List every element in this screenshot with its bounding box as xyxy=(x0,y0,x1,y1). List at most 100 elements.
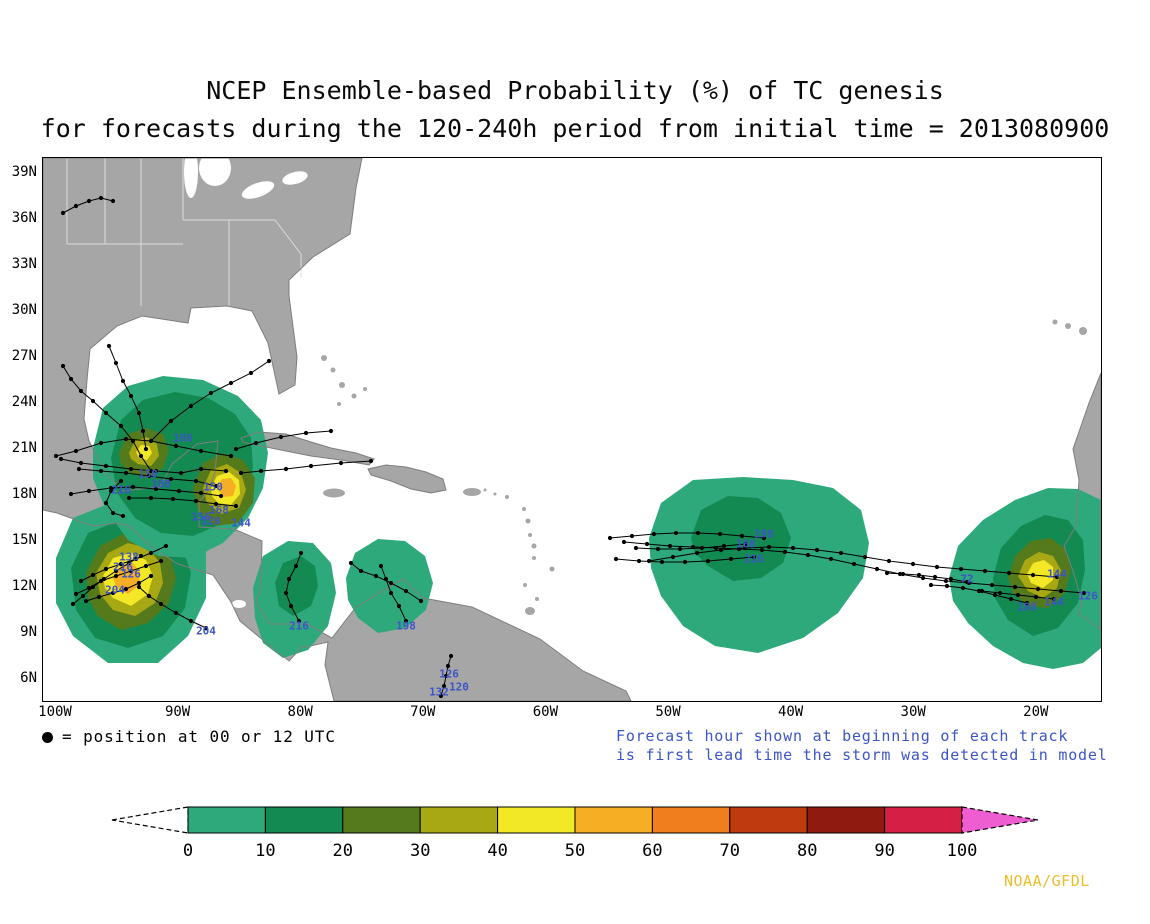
storm-position-dot xyxy=(81,594,85,598)
storm-position-dot xyxy=(114,574,118,578)
colorbar-segment-30-40 xyxy=(420,807,497,833)
storm-position-dot xyxy=(137,585,141,589)
storm-position-dot xyxy=(189,404,193,408)
lon-label-70W: 70W xyxy=(410,704,435,720)
colorbar-tick-90: 90 xyxy=(874,841,894,861)
storm-position-dot xyxy=(917,573,921,577)
storm-position-dot xyxy=(622,540,626,544)
storm-position-dot xyxy=(159,602,163,606)
storm-position-dot xyxy=(74,449,78,453)
colorbar-tick-100: 100 xyxy=(947,841,978,861)
map-plot-area: 1861501802161501681561201441382161262042… xyxy=(42,157,1102,702)
storm-position-dot xyxy=(114,361,118,365)
storm-position-dot xyxy=(259,469,263,473)
storm-position-dot xyxy=(54,454,58,458)
colorbar-tick-10: 10 xyxy=(255,841,275,861)
lat-label-36N: 36N xyxy=(0,210,37,226)
storm-position-dot xyxy=(141,429,145,433)
lat-label-6N: 6N xyxy=(0,670,37,686)
storm-position-dot xyxy=(87,199,91,203)
colorbar-tick-40: 40 xyxy=(487,841,507,861)
storm-position-dot xyxy=(104,501,108,505)
storm-position-dot xyxy=(329,429,333,433)
storm-position-dot xyxy=(149,574,153,578)
storm-position-dot xyxy=(299,551,303,555)
storm-position-dot xyxy=(875,567,879,571)
storm-position-dot xyxy=(139,454,143,458)
lat-label-33N: 33N xyxy=(0,256,37,272)
lat-label-39N: 39N xyxy=(0,164,37,180)
storm-position-dot xyxy=(91,399,95,403)
storm-position-dot xyxy=(668,544,672,548)
storm-position-dot xyxy=(121,514,125,518)
storm-position-dot xyxy=(678,547,682,551)
colorbar-segment-0-10 xyxy=(188,807,265,833)
land-jamaica xyxy=(323,489,345,498)
storm-position-dot xyxy=(379,564,383,568)
storm-position-dot xyxy=(1059,589,1063,593)
storm-position-dot xyxy=(1082,591,1086,595)
storm-position-dot xyxy=(137,411,141,415)
storm-position-dot xyxy=(674,531,678,535)
lat-label-9N: 9N xyxy=(0,624,37,640)
storm-position-dot xyxy=(1013,585,1017,589)
storm-position-dot xyxy=(762,536,766,540)
storm-position-dot xyxy=(1055,575,1059,579)
storm-position-dot xyxy=(69,492,73,496)
storm-position-dot xyxy=(131,439,135,443)
lon-label-50W: 50W xyxy=(655,704,680,720)
storm-position-dot xyxy=(119,424,123,428)
colorbar-tick-80: 80 xyxy=(797,841,817,861)
storm-position-dot xyxy=(990,583,994,587)
storm-position-dot xyxy=(700,546,704,550)
storm-position-dot xyxy=(683,560,687,564)
colorbar-tick-30: 30 xyxy=(410,841,430,861)
lon-label-90W: 90W xyxy=(165,704,190,720)
storm-position-dot xyxy=(921,576,925,580)
storm-position-dot xyxy=(806,553,810,557)
colorbar-segment-10-20 xyxy=(265,807,342,833)
storm-position-dot xyxy=(419,599,423,603)
storm-position-dot xyxy=(109,489,113,493)
storm-position-dot xyxy=(199,449,203,453)
tc-genesis-forecast-chart: NCEP Ensemble-based Probability (%) of T… xyxy=(0,0,1150,924)
storm-position-dot xyxy=(99,196,103,200)
storm-position-dot xyxy=(119,562,123,566)
lat-label-27N: 27N xyxy=(0,348,37,364)
position-legend-text: = position at 00 or 12 UTC xyxy=(62,727,336,746)
storm-position-dot xyxy=(234,504,238,508)
storm-position-dot xyxy=(144,564,148,568)
map-canvas xyxy=(43,158,1101,701)
lat-label-30N: 30N xyxy=(0,302,37,318)
storm-position-dot xyxy=(124,471,128,475)
storm-position-dot xyxy=(229,381,233,385)
storm-position-dot xyxy=(79,461,83,465)
storm-position-dot xyxy=(608,536,612,540)
storm-position-dot xyxy=(147,474,151,478)
storm-position-dot xyxy=(614,557,618,561)
storm-position-dot xyxy=(84,599,88,603)
storm-position-dot xyxy=(740,534,744,538)
storm-position-dot xyxy=(229,454,233,458)
storm-position-dot xyxy=(131,485,135,489)
colorbar-tick-50: 50 xyxy=(565,841,585,861)
lon-label-20W: 20W xyxy=(1023,704,1048,720)
storm-position-dot xyxy=(634,546,638,550)
storm-position-dot xyxy=(959,567,963,571)
storm-position-dot xyxy=(111,199,115,203)
storm-position-dot xyxy=(147,594,151,598)
storm-position-dot xyxy=(149,439,153,443)
credit-noaa-gfdl: NOAA/GFDL xyxy=(1004,872,1090,890)
lon-label-100W: 100W xyxy=(38,704,72,720)
storm-position-dot xyxy=(199,491,203,495)
storm-position-dot xyxy=(164,544,168,548)
storm-position-dot xyxy=(696,531,700,535)
storm-position-dot xyxy=(127,496,131,500)
colorbar-tick-70: 70 xyxy=(720,841,740,861)
lake-nicaragua xyxy=(232,600,246,608)
storm-position-dot xyxy=(369,459,373,463)
storm-position-dot xyxy=(446,664,450,668)
colorbar-tick-60: 60 xyxy=(642,841,662,861)
storm-position-dot xyxy=(1025,601,1029,605)
forecast-note: Forecast hour shown at beginning of each… xyxy=(616,727,1108,764)
